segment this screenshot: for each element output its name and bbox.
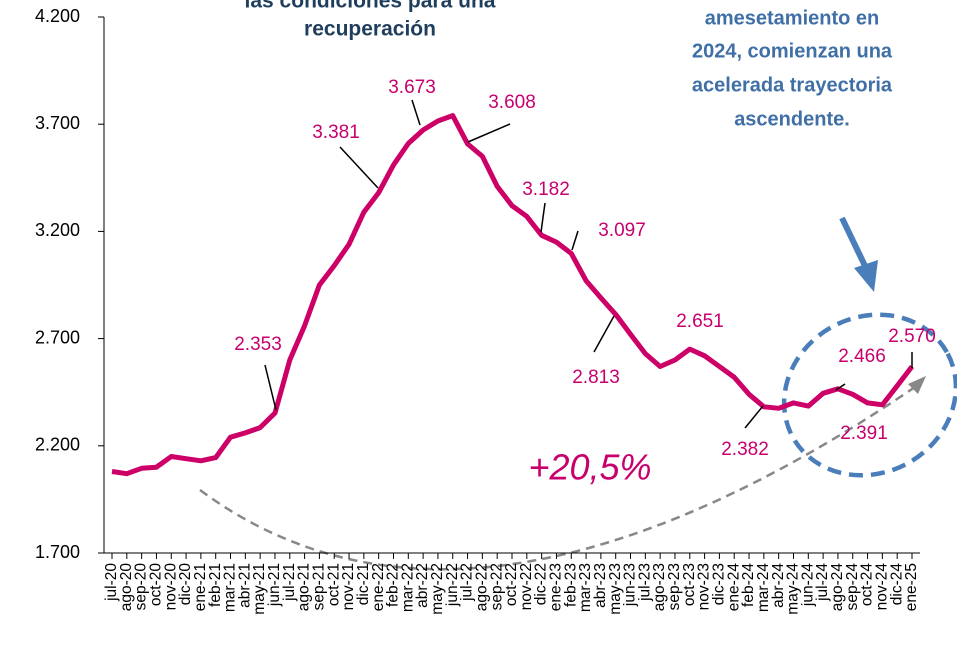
x-tick-label: jul-23 — [636, 563, 653, 602]
annotation: amesetamiento en — [705, 7, 880, 29]
y-tick-label: 2.700 — [35, 327, 80, 347]
x-tick-label: mar-23 — [577, 563, 594, 612]
x-tick-label: may-23 — [607, 563, 624, 615]
x-tick-label: nov-21 — [340, 563, 357, 610]
x-tick-label: jul-22 — [459, 563, 476, 602]
growth-label: +20,5% — [528, 447, 651, 488]
x-tick-label: ago-20 — [118, 563, 135, 612]
x-tick-label: sep-21 — [311, 563, 328, 610]
data-label: 2.391 — [840, 423, 888, 444]
x-tick-label: mar-22 — [399, 563, 416, 612]
chart-title: las condiciones para una — [245, 0, 496, 13]
arrow-head — [908, 376, 926, 394]
x-tick-label: dic-22 — [533, 563, 550, 605]
x-tick-label: sep-23 — [666, 563, 683, 610]
x-tick-label: oct-23 — [681, 563, 698, 606]
leader-line — [264, 364, 277, 411]
x-tick-label: feb-21 — [207, 563, 224, 607]
x-tick-label: dic-23 — [711, 563, 728, 605]
x-tick-label: nov-23 — [696, 563, 713, 610]
x-tick-label: dic-20 — [177, 563, 194, 606]
chart-title: recuperación — [304, 18, 436, 41]
x-tick-label: sep-20 — [133, 563, 150, 611]
annotation: ascendente. — [734, 108, 850, 130]
x-tick-label: ene-24 — [725, 563, 742, 612]
x-tick-label: ene-23 — [548, 563, 565, 611]
x-tick-label: jun-24 — [799, 563, 816, 607]
x-tick-label: may-22 — [429, 563, 446, 615]
x-tick-label: feb-24 — [740, 563, 757, 607]
x-tick-label: nov-22 — [518, 563, 535, 610]
x-tick-label: oct-21 — [325, 563, 342, 606]
data-label: 2.570 — [888, 326, 936, 347]
x-tick-label: jul-20 — [103, 563, 120, 602]
x-tick-label: ago-24 — [829, 563, 846, 612]
x-tick-label: nov-20 — [162, 563, 179, 611]
x-tick-label: ene-22 — [370, 563, 387, 611]
x-tick-label: jul-21 — [281, 563, 298, 602]
pointer-arrow — [839, 216, 869, 270]
x-tick-label: abr-24 — [770, 563, 787, 608]
x-tick-label: may-21 — [251, 563, 268, 615]
x-tick-label: abr-22 — [414, 563, 431, 608]
x-tick-label: ene-21 — [192, 563, 209, 611]
data-label: 3.182 — [522, 179, 570, 200]
x-tick-label: jun-22 — [444, 563, 461, 607]
data-label: 2.466 — [838, 346, 886, 367]
x-tick-label: dic-21 — [355, 563, 372, 605]
x-tick-label: ago-21 — [296, 563, 313, 611]
x-tick-label: mar-21 — [222, 563, 239, 612]
y-tick-label: 4.200 — [35, 6, 80, 26]
leader-line — [540, 202, 546, 233]
y-tick-label: 1.700 — [35, 542, 80, 562]
leader-line — [339, 146, 379, 189]
annotation: 2024, comienzan una — [692, 40, 893, 62]
x-tick-label: nov-24 — [873, 563, 890, 611]
y-tick-label: 3.200 — [35, 220, 80, 240]
x-tick-label: feb-22 — [385, 563, 402, 607]
x-tick-label: ago-22 — [473, 563, 490, 611]
leader-line — [411, 99, 421, 126]
data-label: 2.813 — [572, 367, 620, 388]
x-tick-label: ene-25 — [903, 563, 920, 611]
y-tick-label: 3.700 — [35, 113, 80, 133]
x-tick-label: sep-22 — [488, 563, 505, 610]
x-tick-label: jul-24 — [814, 563, 831, 602]
x-tick-label: abr-21 — [236, 563, 253, 608]
data-label: 2.353 — [234, 334, 282, 355]
data-label: 3.608 — [488, 92, 536, 113]
data-label: 3.673 — [388, 77, 436, 98]
leader-line — [593, 315, 615, 353]
data-line — [111, 113, 914, 477]
x-tick-label: may-24 — [785, 563, 802, 615]
x-tick-label: sep-24 — [844, 563, 861, 611]
annotation: acelerada trayectoria — [692, 74, 893, 96]
arrow-head — [854, 260, 878, 292]
growth-arrow — [199, 383, 919, 571]
x-tick-label: ago-23 — [651, 563, 668, 611]
x-tick-label: mar-24 — [755, 563, 772, 612]
data-label: 3.381 — [312, 122, 360, 143]
x-tick-label: oct-24 — [859, 563, 876, 606]
x-tick-label: feb-23 — [562, 563, 579, 607]
leader-line — [835, 383, 846, 391]
data-label: 3.097 — [598, 220, 646, 241]
data-label: 2.382 — [721, 439, 769, 460]
x-tick-label: jun-21 — [266, 563, 283, 607]
x-tick-label: jun-23 — [622, 563, 639, 607]
x-tick-label: oct-22 — [503, 563, 520, 606]
x-tick-label: dic-24 — [888, 563, 905, 606]
leader-line — [744, 405, 764, 429]
x-tick-label: oct-20 — [148, 563, 165, 606]
leader-line — [467, 123, 511, 143]
y-tick-label: 2.200 — [35, 435, 80, 455]
leader-line — [571, 230, 579, 251]
x-tick-label: abr-23 — [592, 563, 609, 608]
highlight-ellipse — [781, 312, 957, 478]
data-label: 2.651 — [676, 311, 724, 332]
